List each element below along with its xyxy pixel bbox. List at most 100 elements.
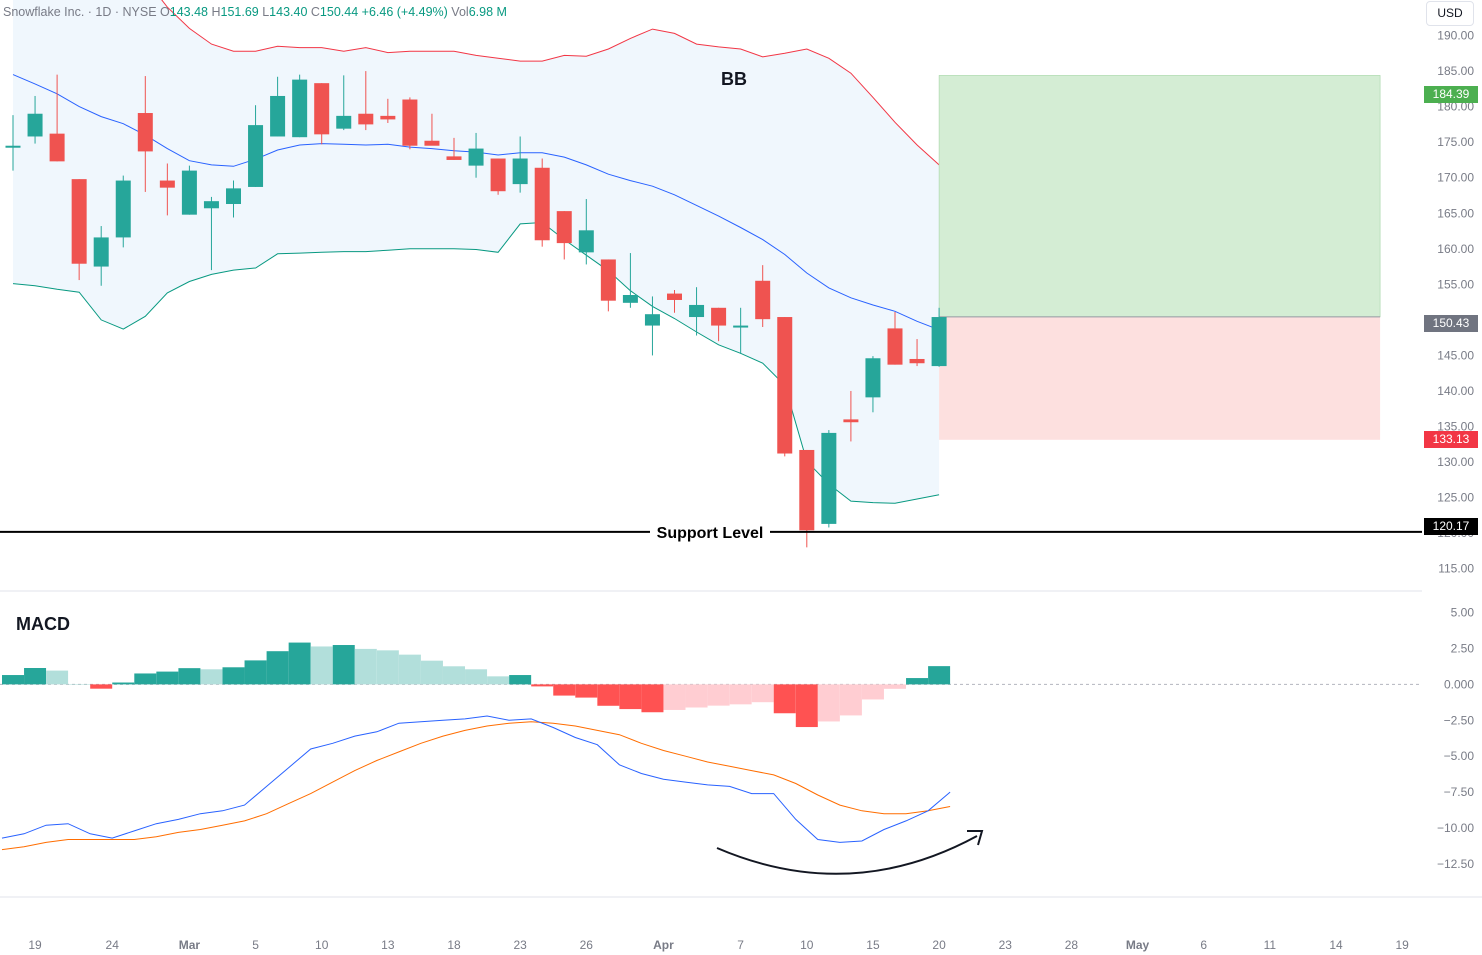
time-axis-tick: 15: [866, 938, 880, 952]
candle-body: [887, 328, 903, 365]
candle-body: [644, 314, 660, 326]
curved-arrow-head: [967, 830, 984, 846]
histogram-bar: [839, 684, 862, 716]
candle-body: [203, 201, 219, 209]
price-axis-tick: 140.00: [1437, 384, 1474, 398]
candle-body: [27, 113, 43, 137]
time-axis-tick: 20: [932, 938, 946, 952]
price-axis-tick: 190.00: [1437, 29, 1474, 43]
candle-body: [689, 304, 705, 318]
candle-body: [314, 83, 330, 135]
candle-body: [667, 293, 682, 300]
target-price-tag: 184.39: [1424, 86, 1478, 103]
time-axis-tick: 26: [580, 938, 594, 952]
price-axis-tick: 135.00: [1437, 420, 1474, 434]
time-axis-tick: Mar: [179, 938, 201, 952]
axes: 190.00185.00180.00175.00170.00165.00160.…: [28, 29, 1474, 952]
time-axis-tick: May: [1126, 938, 1150, 952]
histogram-bar: [222, 667, 245, 685]
stop-zone: [939, 316, 1381, 440]
candle-body: [578, 230, 594, 253]
histogram-bar: [641, 684, 664, 713]
candle-body: [733, 325, 749, 328]
time-axis-tick: 19: [1395, 938, 1409, 952]
price-axis-tick: 160.00: [1437, 242, 1474, 256]
volume-label: Vol: [451, 5, 469, 19]
candle-body: [71, 179, 87, 264]
macd-axis-tick: 2.50: [1451, 641, 1475, 655]
time-axis-tick: 13: [381, 938, 395, 952]
candlesticks: [5, 71, 947, 548]
current-price-tag: 150.43: [1424, 315, 1478, 332]
candle-body: [424, 140, 440, 146]
histogram-bar: [156, 671, 179, 685]
candle-body: [402, 99, 418, 146]
candle-body: [159, 180, 175, 188]
histogram-bar: [509, 675, 532, 685]
time-axis-tick: 5: [252, 938, 259, 952]
price-axis-tick: 175.00: [1437, 135, 1474, 149]
histogram-bar: [663, 684, 686, 710]
histogram-bar: [90, 684, 113, 689]
macd-axis-tick: −7.50: [1444, 785, 1475, 799]
candle-body: [336, 115, 352, 129]
histogram-bar: [244, 660, 267, 685]
candle-body: [446, 156, 462, 160]
price-axis-tick: 155.00: [1437, 277, 1474, 291]
histogram-bar: [178, 668, 201, 685]
histogram-bar: [310, 646, 333, 685]
histogram-bar: [354, 648, 377, 685]
price-axis-tick: 180.00: [1437, 100, 1474, 114]
time-axis-tick: Apr: [653, 938, 674, 952]
macd-axis-tick: 5.00: [1451, 606, 1475, 620]
candle-body: [49, 133, 65, 162]
currency-button[interactable]: USD: [1426, 1, 1474, 26]
candle-body: [512, 158, 528, 185]
histogram-bar: [465, 669, 488, 685]
histogram-bar: [773, 684, 796, 714]
candle-body: [115, 180, 131, 238]
signal-line: [1, 721, 951, 851]
high-label: H: [211, 5, 221, 19]
price-axis-tick: 165.00: [1437, 206, 1474, 220]
candle-body: [865, 358, 881, 398]
price-axis-tick: 170.00: [1437, 171, 1474, 185]
open-label: O: [160, 5, 170, 19]
support-price-tag: 120.17: [1424, 518, 1478, 535]
macd-axis-tick: −5.00: [1444, 749, 1475, 763]
histogram-bar: [928, 666, 951, 685]
target-zone: [938, 75, 1381, 318]
candle-body: [711, 307, 727, 326]
macd-pane: [0, 642, 1422, 851]
candle-body: [137, 113, 153, 152]
bb-upper-line: [161, 0, 940, 166]
bb-fill: [13, 0, 940, 504]
histogram-bar: [817, 684, 840, 722]
candle-body: [821, 432, 837, 524]
time-axis-tick: 23: [999, 938, 1013, 952]
macd-axis-tick: −10.00: [1437, 821, 1474, 835]
time-axis-tick: 7: [737, 938, 744, 952]
histogram-bar: [112, 682, 135, 685]
candle-body: [181, 170, 197, 215]
histogram-bar: [861, 684, 884, 700]
time-axis-tick: 24: [106, 938, 120, 952]
time-axis-tick: 6: [1200, 938, 1207, 952]
support-level-label: Support Level: [657, 525, 764, 542]
candle-body: [843, 419, 859, 423]
symbol-name[interactable]: Snowflake Inc. · 1D · NYSE: [3, 5, 157, 19]
histogram-bar: [685, 684, 708, 708]
histogram-bar: [134, 673, 157, 685]
histogram-bar: [376, 650, 399, 685]
histogram-bar: [795, 684, 818, 728]
histogram-bar: [288, 642, 311, 685]
price-axis-tick: 115.00: [1438, 562, 1474, 576]
volume-value: 6.98 M: [468, 5, 507, 19]
histogram-bar: [24, 668, 47, 685]
histogram-bar: [398, 654, 421, 685]
histogram-bar: [332, 645, 355, 685]
histogram-bar: [531, 684, 554, 687]
time-axis-tick: 19: [28, 938, 42, 952]
low-label: L: [262, 5, 270, 19]
